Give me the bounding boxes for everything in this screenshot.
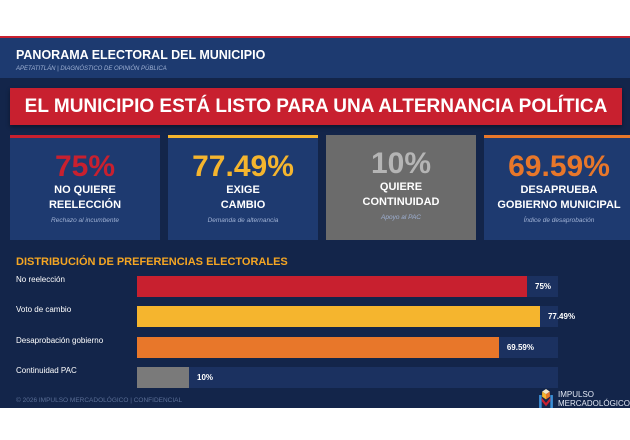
footer: © 2026 IMPULSO MERCADOLÓGICO | CONFIDENC… bbox=[16, 397, 183, 404]
bar-value-label: 10% bbox=[197, 373, 214, 382]
bar-label: Continuidad PAC bbox=[16, 366, 77, 375]
kpi-label: CONTINUIDAD bbox=[362, 196, 440, 208]
bar-track bbox=[137, 367, 558, 388]
bar bbox=[137, 306, 540, 327]
kpi-card: 69.59% DESAPRUEBA GOBIERNO MUNICIPAL Índ… bbox=[484, 135, 630, 240]
kpi-card: 75% NO QUIERE REELECCIÓN Rechazo al incu… bbox=[10, 135, 160, 240]
bar-label: No reelección bbox=[16, 275, 65, 284]
kpi-value: 10% bbox=[370, 147, 432, 180]
bar-row: Continuidad PAC 10% bbox=[0, 366, 630, 388]
bar-label: Voto de cambio bbox=[16, 305, 72, 314]
kpi-label: GOBIERNO MUNICIPAL bbox=[497, 199, 621, 211]
logo-icon bbox=[539, 389, 553, 408]
kpi-value: 75% bbox=[54, 150, 116, 183]
company-logo: IMPULSO MERCADOLÓGICO bbox=[538, 389, 630, 408]
bar-value-label: 69.59% bbox=[506, 343, 534, 352]
kpi-card: 77.49% EXIGE CAMBIO Demanda de alternanc… bbox=[168, 135, 318, 240]
headline-banner: EL MUNICIPIO ESTÁ LISTO PARA UNA ALTERNA… bbox=[10, 88, 622, 125]
kpi-note: Rechazo al incumbente bbox=[51, 217, 119, 224]
kpi-note: Apoyo al PAC bbox=[381, 214, 421, 221]
bar bbox=[137, 367, 189, 388]
kpi-value: 69.59% bbox=[508, 150, 610, 183]
bar-value-label: 77.49% bbox=[547, 312, 576, 321]
kpi-value: 77.49% bbox=[192, 150, 294, 183]
kpi-label: EXIGE bbox=[226, 184, 260, 196]
kpi-label: CAMBIO bbox=[220, 199, 266, 211]
dashboard-panel: PANORAMA ELECTORAL DEL MUNICIPIO APETATI… bbox=[0, 36, 630, 408]
kpi-label: DESAPRUEBA bbox=[520, 184, 598, 196]
bar-row: Voto de cambio 77.49% bbox=[0, 305, 630, 327]
logo-text-1: IMPULSO bbox=[558, 390, 595, 399]
bar-value-label: 75% bbox=[535, 282, 552, 291]
page-subtitle: APETATITLÁN | DIAGNÓSTICO DE OPINIÓN PÚB… bbox=[16, 66, 167, 72]
kpi-label: REELECCIÓN bbox=[48, 199, 122, 211]
bar-label: Desaprobación gobierno bbox=[16, 336, 104, 345]
chart-title: DISTRIBUCIÓN DE PREFERENCIAS ELECTORALES bbox=[16, 256, 288, 268]
page-title: PANORAMA ELECTORAL DEL MUNICIPIO bbox=[16, 48, 266, 62]
kpi-label: QUIERE bbox=[379, 181, 423, 193]
bar-row: Desaprobación gobierno 69.59% bbox=[0, 336, 630, 358]
logo-text-2: MERCADOLÓGICO bbox=[558, 399, 630, 408]
bar bbox=[137, 276, 527, 297]
bar-row: No reelección 75% bbox=[0, 275, 630, 297]
kpi-note: Índice de desaprobación bbox=[523, 217, 595, 224]
kpi-card: 10% QUIERE CONTINUIDAD Apoyo al PAC bbox=[326, 135, 476, 240]
header: PANORAMA ELECTORAL DEL MUNICIPIO APETATI… bbox=[0, 36, 630, 78]
bar bbox=[137, 337, 499, 358]
kpi-label: NO QUIERE bbox=[54, 184, 116, 196]
kpi-note: Demanda de alternancia bbox=[207, 217, 279, 224]
